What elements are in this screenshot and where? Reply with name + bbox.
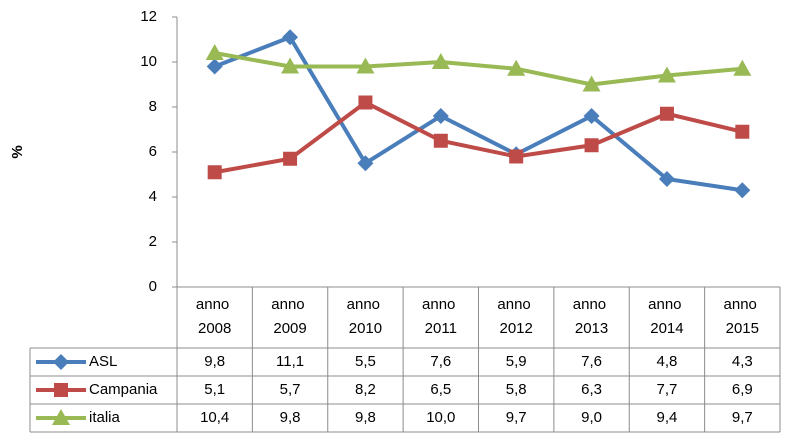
marker <box>734 182 751 199</box>
x-tick-label: anno 2013 <box>573 296 611 337</box>
marker <box>658 171 675 187</box>
marker <box>433 133 448 148</box>
legend-marker <box>53 354 69 370</box>
y-tick-label: 4 <box>149 188 157 205</box>
data-label: 10,0 <box>426 409 455 426</box>
y-tick-label: 8 <box>149 98 157 115</box>
marker <box>206 58 223 75</box>
marker <box>358 95 373 110</box>
x-tick-label: anno 2009 <box>271 296 309 337</box>
y-tick-label: 0 <box>149 278 157 295</box>
marker <box>356 57 375 74</box>
data-label: 8,2 <box>355 381 376 398</box>
data-label: 5,9 <box>506 353 527 370</box>
data-label: 4,8 <box>657 353 678 370</box>
data-label: 6,5 <box>430 381 451 398</box>
legend-label: Campania <box>89 381 158 398</box>
marker <box>659 106 674 121</box>
marker <box>283 151 298 166</box>
marker <box>509 149 524 164</box>
legend-label: italia <box>89 409 121 426</box>
legend-label: ASL <box>89 353 117 370</box>
series-line <box>214 51 743 87</box>
marker <box>582 75 601 92</box>
data-label: 5,8 <box>506 381 527 398</box>
y-tick-label: 2 <box>149 233 157 250</box>
x-tick-label: anno 2012 <box>497 296 535 337</box>
data-label: 9,8 <box>280 409 301 426</box>
y-axis-title: % <box>9 145 26 158</box>
data-label: 7,6 <box>430 353 451 370</box>
data-label: 7,6 <box>581 353 602 370</box>
data-label: 7,7 <box>657 381 678 398</box>
x-tick-label: anno 2010 <box>347 296 385 337</box>
data-label: 6,3 <box>581 381 602 398</box>
marker <box>583 108 600 124</box>
marker <box>281 57 300 74</box>
marker <box>584 138 599 153</box>
x-tick-label: anno 2015 <box>724 296 762 337</box>
marker <box>733 59 752 76</box>
marker <box>507 59 526 76</box>
data-label: 9,7 <box>506 409 527 426</box>
marker <box>207 165 222 180</box>
y-tick-label: 12 <box>140 8 157 25</box>
data-label: 9,4 <box>657 409 678 426</box>
legend-marker <box>52 409 70 425</box>
data-label: 6,9 <box>732 381 753 398</box>
data-label: 5,7 <box>280 381 301 398</box>
y-tick-label: 6 <box>149 143 157 160</box>
x-tick-label: anno 2014 <box>648 296 686 337</box>
marker <box>357 155 374 172</box>
data-label: 9,0 <box>581 409 602 426</box>
series-line <box>214 100 743 175</box>
marker <box>205 44 224 60</box>
marker <box>431 53 450 69</box>
data-label: 10,4 <box>200 409 229 426</box>
marker <box>282 29 299 46</box>
y-tick-label: 10 <box>140 53 157 70</box>
data-label: 5,1 <box>204 381 225 398</box>
marker <box>432 108 449 124</box>
data-label: 9,8 <box>355 409 376 426</box>
data-label: 4,3 <box>732 353 753 370</box>
series-line <box>213 34 743 193</box>
x-tick-label: anno 2008 <box>196 296 234 337</box>
data-label: 9,8 <box>204 353 225 370</box>
data-label: 9,7 <box>732 409 753 426</box>
marker <box>657 66 676 83</box>
x-tick-label: anno 2011 <box>422 296 460 337</box>
marker <box>735 124 750 139</box>
data-label: 11,1 <box>276 353 304 370</box>
data-label: 5,5 <box>355 353 376 370</box>
legend-marker <box>54 383 68 397</box>
